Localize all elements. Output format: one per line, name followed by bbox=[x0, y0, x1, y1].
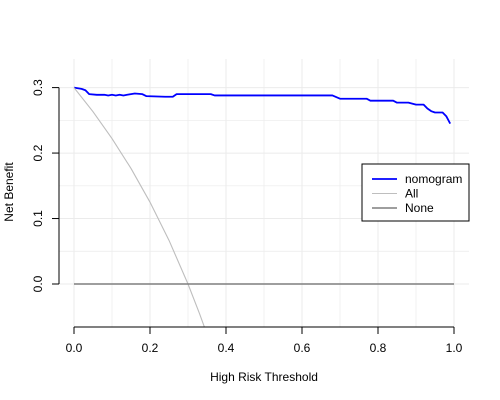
y-tick-label: 0.2 bbox=[31, 144, 45, 161]
x-axis-title: High Risk Threshold bbox=[210, 370, 318, 384]
x-tick-label: 1.0 bbox=[446, 341, 463, 355]
y-tick-label: 0.3 bbox=[31, 79, 45, 96]
series-line-all bbox=[73, 87, 205, 327]
series-line-nomogram bbox=[73, 86, 451, 125]
x-tick-label: 0.2 bbox=[142, 341, 159, 355]
axes: 0.0 0.2 0.4 0.6 0.8 1.0 0.0 0.1 0.2 0.3 bbox=[31, 79, 463, 355]
y-tick-label: 0.1 bbox=[31, 210, 45, 227]
legend-label-none: None bbox=[405, 201, 434, 215]
y-axis-title: Net Benefit bbox=[2, 162, 16, 222]
x-tick-label: 0.4 bbox=[218, 341, 235, 355]
x-tick-label: 0.0 bbox=[66, 341, 83, 355]
series-layer bbox=[73, 86, 454, 327]
legend-box bbox=[361, 163, 470, 222]
legend-label-all: All bbox=[405, 187, 418, 201]
legend-label-nomogram: nomogram bbox=[405, 172, 462, 186]
x-tick-label: 0.8 bbox=[370, 341, 387, 355]
x-tick-label: 0.6 bbox=[294, 341, 311, 355]
y-tick-label: 0.0 bbox=[31, 275, 45, 292]
